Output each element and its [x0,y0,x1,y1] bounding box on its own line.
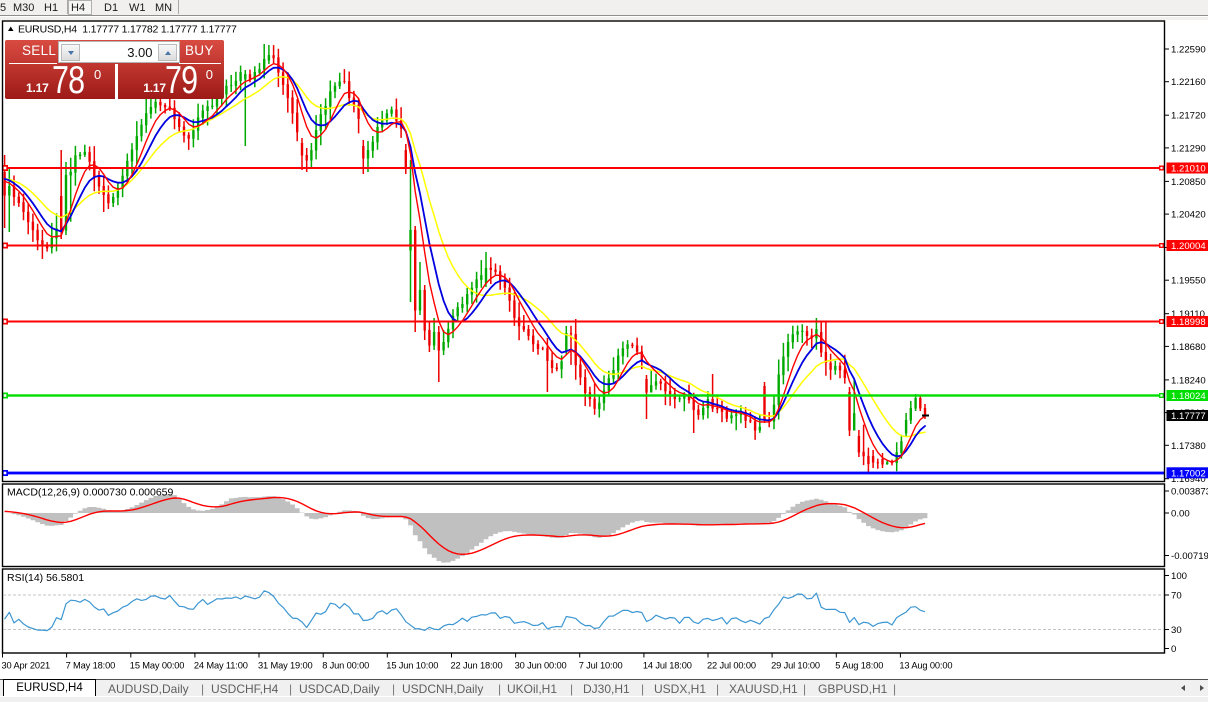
svg-text:7 Jul 10:00: 7 Jul 10:00 [579,661,623,671]
svg-text:29 Jul 10:00: 29 Jul 10:00 [771,661,820,671]
svg-text:1.18240: 1.18240 [1171,375,1206,386]
svg-text:1.17380: 1.17380 [1171,441,1206,452]
svg-text:0: 0 [1171,644,1176,655]
svg-text:14 Jul 18:00: 14 Jul 18:00 [643,661,692,671]
svg-text:1.18024: 1.18024 [1171,391,1206,402]
svg-text:30 Apr 2021: 30 Apr 2021 [2,661,51,671]
svg-text:0.003873: 0.003873 [1171,487,1208,498]
svg-text:13 Aug 00:00: 13 Aug 00:00 [899,661,952,671]
svg-text:22 Jul 00:00: 22 Jul 00:00 [707,661,756,671]
svg-text:0.00: 0.00 [1171,509,1190,520]
svg-text:5 Aug 18:00: 5 Aug 18:00 [835,661,883,671]
svg-text:EURUSD,H4 1.17777 1.17782 1.1: EURUSD,H4 1.17777 1.17782 1.17777 1.1777… [18,24,237,36]
svg-text:8 Jun 00:00: 8 Jun 00:00 [322,661,369,671]
svg-text:1.22160: 1.22160 [1171,77,1206,88]
svg-text:30: 30 [1171,625,1182,636]
svg-text:1.22590: 1.22590 [1171,45,1206,56]
svg-text:1.18680: 1.18680 [1171,342,1206,353]
svg-text:1.17777: 1.17777 [1171,411,1206,422]
svg-text:1.19550: 1.19550 [1171,276,1206,287]
svg-text:1.20850: 1.20850 [1171,177,1206,188]
svg-text:31 May 19:00: 31 May 19:00 [258,661,313,671]
svg-text:1.18998: 1.18998 [1171,317,1206,328]
svg-text:1.19110: 1.19110 [1171,309,1205,320]
svg-text:1.20004: 1.20004 [1171,241,1206,252]
svg-text:1.21720: 1.21720 [1171,111,1206,122]
svg-text:1.21010: 1.21010 [1171,164,1206,175]
svg-text:RSI(14) 56.5801: RSI(14) 56.5801 [7,572,84,584]
svg-text:100: 100 [1171,571,1187,582]
svg-text:22 Jun 18:00: 22 Jun 18:00 [451,661,503,671]
svg-text:1.17002: 1.17002 [1171,468,1206,479]
svg-text:1.16940: 1.16940 [1171,474,1206,485]
svg-text:1.21290: 1.21290 [1171,143,1206,154]
svg-text:15 May 00:00: 15 May 00:00 [130,661,185,671]
svg-text:MACD(12,26,9) 0.000730 0.00065: MACD(12,26,9) 0.000730 0.000659 [7,487,174,499]
svg-text:7 May 18:00: 7 May 18:00 [66,661,116,671]
svg-text:24 May 11:00: 24 May 11:00 [194,661,248,671]
svg-text:15 Jun 10:00: 15 Jun 10:00 [386,661,438,671]
svg-text:-0.007195: -0.007195 [1171,551,1208,562]
svg-text:30 Jun 00:00: 30 Jun 00:00 [515,661,567,671]
svg-text:1.20420: 1.20420 [1171,210,1206,221]
svg-text:70: 70 [1171,591,1182,602]
